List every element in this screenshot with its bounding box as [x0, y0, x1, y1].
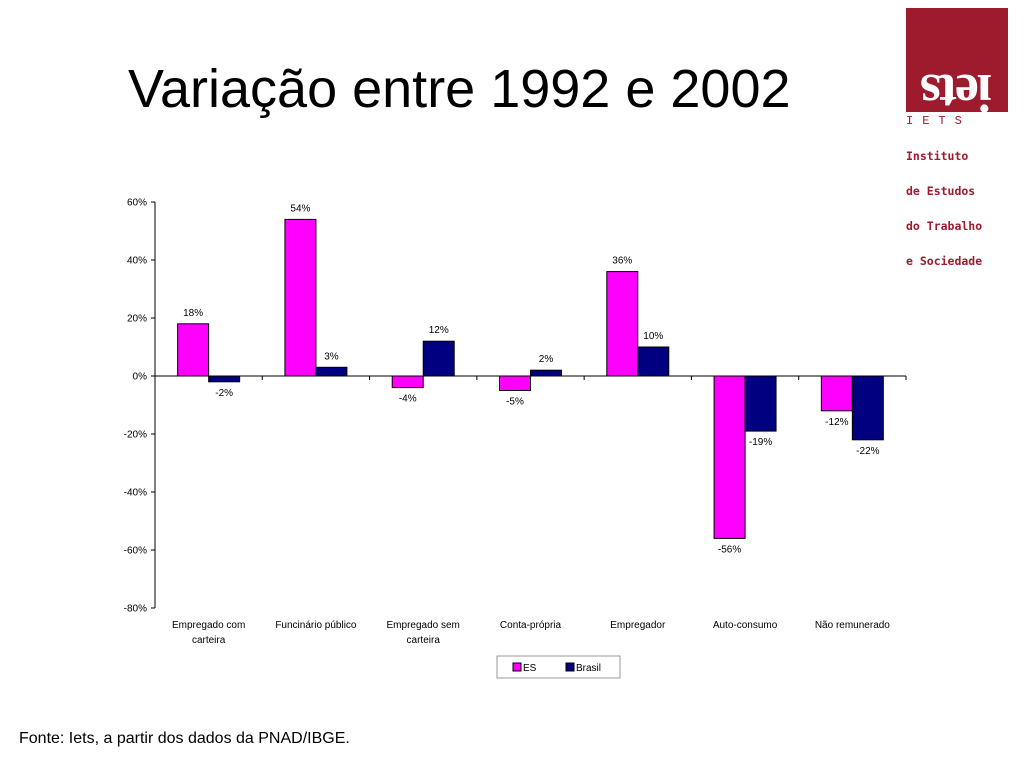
source-note: Fonte: Iets, a partir dos dados da PNAD/…: [19, 730, 350, 747]
iets-logo-line: de Estudos: [906, 183, 976, 198]
iets-logo-mark: iets: [906, 8, 1008, 123]
x-category-label-line: carteira: [407, 635, 441, 646]
bar-es: [606, 271, 639, 377]
data-label: 10%: [643, 331, 663, 342]
data-label: -4%: [399, 394, 417, 405]
data-label: 3%: [324, 351, 339, 362]
legend-box: [496, 655, 621, 679]
data-label: -56%: [718, 544, 741, 555]
iets-logo-name: Instituto de Estudos do Trabalho e Socie…: [906, 130, 1016, 270]
x-category-label: Empregado sem carteira: [387, 620, 460, 646]
data-label: -2%: [215, 388, 233, 399]
data-label: -12%: [825, 417, 848, 428]
slide-title: Variação entre 1992 e 2002: [128, 59, 791, 119]
bar-brasil: [744, 375, 777, 432]
x-category-label: Empregado com carteira: [172, 620, 245, 646]
x-category-label: Não remunerado: [815, 620, 890, 631]
bar-brasil: [315, 366, 348, 377]
x-category-label-line: Conta-própria: [500, 620, 562, 631]
data-label: 18%: [183, 308, 203, 319]
x-axis: Empregado com carteira Funcinário público E…: [155, 375, 907, 646]
data-label: -5%: [506, 397, 524, 408]
y-tick-label: -20%: [124, 430, 147, 441]
bar-brasil: [530, 369, 562, 377]
y-axis: 60% 40% 20% 0% -20% -40% -60% -80%: [124, 198, 156, 615]
legend-label: ES: [523, 663, 537, 674]
legend: ES Brasil: [496, 655, 621, 679]
y-tick-label: 60%: [127, 198, 147, 209]
x-category-label: Empregador: [610, 620, 666, 631]
bar-brasil: [637, 346, 670, 377]
x-category-label-line: carteira: [192, 635, 226, 646]
x-category-label-line: Não remunerado: [815, 620, 890, 631]
iets-logo-line: do Trabalho: [906, 218, 983, 233]
iets-logo: iets IETS Instituto de Estudos do Trabal…: [906, 8, 1010, 268]
x-category-label-line: Funcinário público: [275, 620, 357, 631]
bar-es: [284, 218, 317, 377]
legend-swatch-es: [512, 662, 522, 672]
x-category-label: Funcinário público: [275, 620, 357, 631]
bar-brasil: [851, 375, 884, 441]
bar-es: [820, 375, 853, 412]
iets-logo-line: e Sociedade: [906, 253, 983, 268]
data-label: -19%: [749, 437, 772, 448]
y-tick-label: -80%: [124, 604, 147, 615]
x-category-label: Auto-consumo: [713, 620, 778, 631]
y-tick-label: 20%: [127, 314, 147, 325]
y-tick-label: -60%: [124, 546, 147, 557]
legend-swatch-brasil: [565, 662, 575, 672]
bar-es: [499, 375, 531, 391]
x-category-label-line: Auto-consumo: [713, 620, 778, 631]
data-label: 54%: [290, 203, 310, 214]
bars: [177, 218, 884, 539]
data-label: 2%: [539, 354, 554, 365]
iets-logo-acronym: IETS: [906, 114, 971, 128]
data-label: 36%: [612, 256, 632, 267]
data-label: 12%: [429, 325, 449, 336]
y-tick-label: 0%: [133, 372, 148, 383]
bar-brasil: [208, 375, 241, 383]
bar-brasil: [422, 340, 455, 377]
x-category-label-line: Empregador: [610, 620, 666, 631]
bar-labels: 18% -2% 54% 3% -4% 12% -5% 2% 36% 10% -56% -19% -12%…: [183, 203, 879, 555]
x-category-label-line: Empregado com: [172, 620, 245, 631]
bar-chart: 60% 40% 20% 0% -20% -40% -60% -80% 18% -2% 54% 3% -…: [124, 198, 907, 679]
legend-label: Brasil: [576, 663, 601, 674]
iets-logo-line: Instituto: [906, 148, 969, 163]
x-category-label: Conta-própria: [500, 620, 562, 631]
x-category-label-line: Empregado sem: [387, 620, 460, 631]
bar-es: [713, 375, 746, 539]
y-tick-label: -40%: [124, 488, 147, 499]
bar-es: [177, 323, 210, 377]
bar-es: [391, 375, 424, 389]
y-tick-label: 40%: [127, 256, 147, 267]
data-label: -22%: [856, 446, 879, 457]
